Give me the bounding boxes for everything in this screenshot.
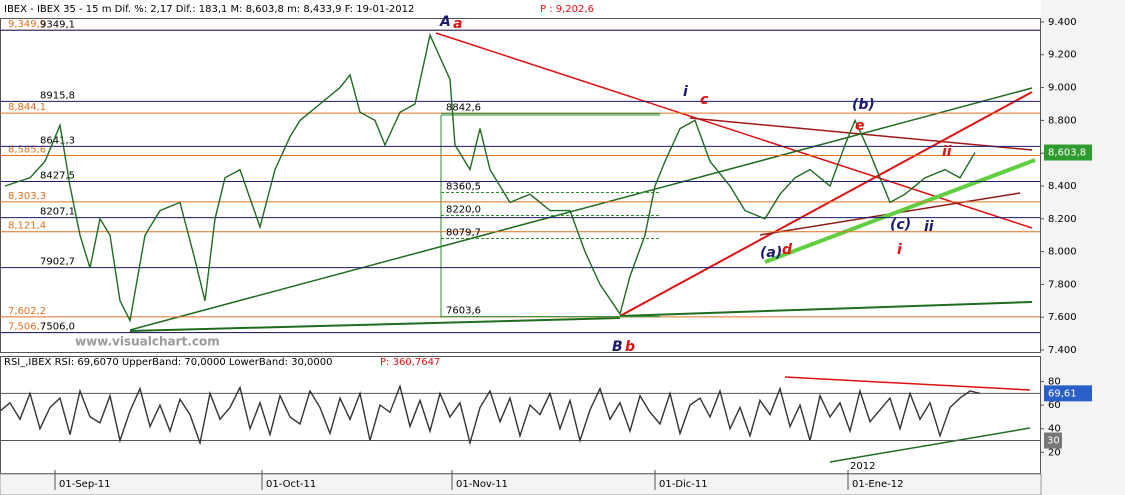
level-label: 8641,3 — [40, 135, 75, 146]
level-label: 8,121,4 — [8, 221, 46, 232]
x-tick-label: 01-Nov-11 — [456, 479, 508, 490]
wave-label: e — [855, 118, 865, 134]
y-tick-label: 8.400 — [1048, 181, 1077, 192]
trend-line — [129, 317, 621, 332]
x-tick-label: 01-Sep-11 — [59, 479, 111, 490]
level-label: 7603,6 — [446, 306, 481, 317]
wave-label: B — [612, 339, 623, 355]
y-tick-label: 80 — [1048, 377, 1061, 388]
wave-label: ii — [924, 219, 934, 235]
wave-label: a — [453, 16, 462, 32]
axis-panel — [1041, 0, 1125, 495]
level-label: 8220,0 — [446, 205, 481, 216]
wave-label: (b) — [852, 97, 875, 113]
last-value-label: 8,603,8 — [1048, 148, 1086, 159]
wave-label: c — [700, 92, 709, 108]
trend-line — [764, 158, 1036, 264]
y-tick-label: 40 — [1048, 424, 1061, 435]
level-label: 8360,5 — [446, 181, 481, 192]
rsi-trend-line — [784, 376, 1031, 391]
level-label: 8207,1 — [40, 207, 75, 218]
level-label: 7902,7 — [40, 257, 75, 268]
trend-line — [435, 32, 1033, 229]
y-tick-label: 9.000 — [1048, 83, 1077, 94]
trend-line — [619, 301, 1033, 317]
wave-label: b — [625, 339, 635, 355]
level-label: 9,349,9 — [8, 19, 46, 30]
level-label: 8,303,3 — [8, 191, 46, 202]
level-label: 8915,8 — [40, 90, 75, 101]
wave-label: d — [782, 242, 793, 258]
last-value-box — [1044, 144, 1092, 161]
x-tick-label: 01-Oct-11 — [266, 479, 316, 490]
x-tick-label: 01-Dic-11 — [659, 479, 708, 490]
y-tick-label: 7.600 — [1048, 312, 1077, 323]
price-line — [0, 383, 981, 446]
watermark: www.visualchart.com — [75, 335, 220, 349]
rsi-title: RSI_,IBEX RSI: 69,6070 UpperBand: 70,000… — [4, 357, 332, 368]
last-value-label: 69,61 — [1048, 388, 1077, 399]
y-tick-label: 60 — [1048, 400, 1061, 411]
y-tick-label: 8.000 — [1048, 247, 1077, 258]
y-tick-label: 9.200 — [1048, 50, 1077, 61]
level-label: 8427,5 — [40, 170, 75, 181]
last-value-box — [1044, 385, 1092, 402]
level-label: 7506,0 — [40, 322, 75, 333]
y-tick-label: 20 — [1048, 447, 1061, 458]
x-tick-label: 01-Ene-12 — [852, 479, 903, 490]
wave-label: A — [439, 14, 451, 30]
rsi-title-note: P: 360,7647 — [380, 357, 440, 368]
year-label: 2012 — [850, 461, 875, 472]
band-value-box — [1044, 432, 1062, 449]
price-title: IBEX - IBEX 35 - 15 m Dif. %: 2,17 Dif.:… — [4, 4, 414, 15]
date-axis — [0, 473, 1042, 495]
level-label: 8,844,1 — [8, 102, 46, 113]
level-label: 8842,6 — [446, 102, 481, 113]
wave-label: (c) — [890, 217, 911, 233]
level-label: 7,602,2 — [8, 306, 46, 317]
wave-label: i — [683, 84, 688, 100]
level-label: 9349,1 — [40, 19, 75, 30]
y-tick-label: 8.800 — [1048, 115, 1077, 126]
level-label: 8,585,6 — [8, 145, 46, 156]
trend-line — [129, 87, 1033, 331]
price-line — [4, 32, 976, 323]
level-label: 7,506,7 — [8, 322, 46, 333]
y-tick-label: 7.400 — [1048, 345, 1077, 356]
wave-label: ii — [942, 144, 952, 160]
y-tick-label: 9.400 — [1048, 17, 1077, 28]
wave-label: i — [897, 242, 902, 258]
y-tick-label: 8.200 — [1048, 214, 1077, 225]
trend-line — [619, 91, 1033, 317]
level-label: 8079,7 — [446, 228, 481, 239]
band-value-label: 30 — [1047, 436, 1060, 447]
rsi-trend-line — [829, 427, 1031, 463]
wave-label: (a) — [760, 245, 782, 261]
y-tick-label: 7.800 — [1048, 279, 1077, 290]
price-title-note: P : 9,202,6 — [540, 4, 594, 15]
